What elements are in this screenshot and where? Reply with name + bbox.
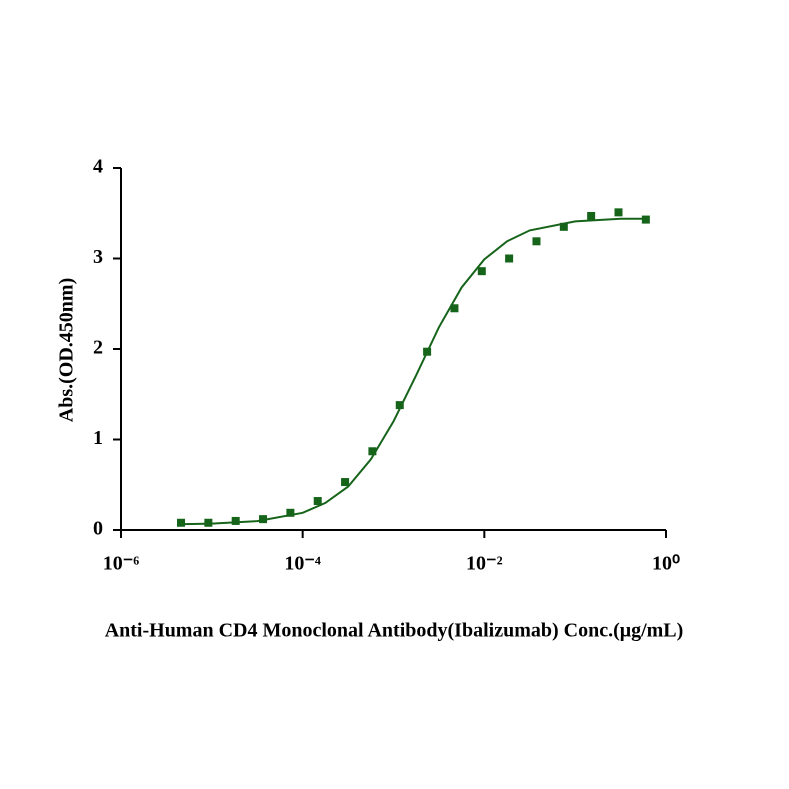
fit-curve bbox=[184, 217, 648, 526]
y-tick-label: 2 bbox=[93, 337, 103, 359]
data-point bbox=[532, 237, 541, 246]
x-axis-label: Anti-Human CD4 Monoclonal Antibody(Ibali… bbox=[105, 620, 684, 642]
data-point bbox=[231, 516, 240, 525]
y-tick-label: 0 bbox=[93, 518, 103, 540]
data-point bbox=[450, 304, 459, 313]
x-tick-label: 10⁻⁶ bbox=[103, 553, 140, 575]
data-point bbox=[177, 518, 186, 527]
data-point bbox=[477, 267, 486, 276]
data-point bbox=[341, 478, 350, 487]
data-point bbox=[204, 518, 213, 527]
data-point bbox=[313, 497, 322, 506]
x-tick-label: 10⁰ bbox=[652, 553, 680, 575]
data-point bbox=[559, 222, 568, 231]
y-tick-label: 1 bbox=[93, 427, 103, 449]
data-point bbox=[259, 515, 268, 524]
y-tick-label: 3 bbox=[93, 246, 103, 268]
data-point bbox=[423, 347, 432, 356]
y-tick-label: 4 bbox=[93, 156, 103, 178]
data-point bbox=[505, 254, 514, 263]
x-tick-label: 10⁻⁴ bbox=[284, 553, 321, 575]
data-point bbox=[395, 401, 404, 410]
x-tick-label: 10⁻² bbox=[466, 553, 503, 575]
y-axis-label: Abs.(OD.450nm) bbox=[56, 278, 78, 422]
data-point bbox=[614, 208, 623, 217]
data-point bbox=[286, 508, 295, 517]
data-point bbox=[587, 211, 596, 220]
data-point bbox=[641, 215, 650, 224]
data-point bbox=[368, 447, 377, 456]
